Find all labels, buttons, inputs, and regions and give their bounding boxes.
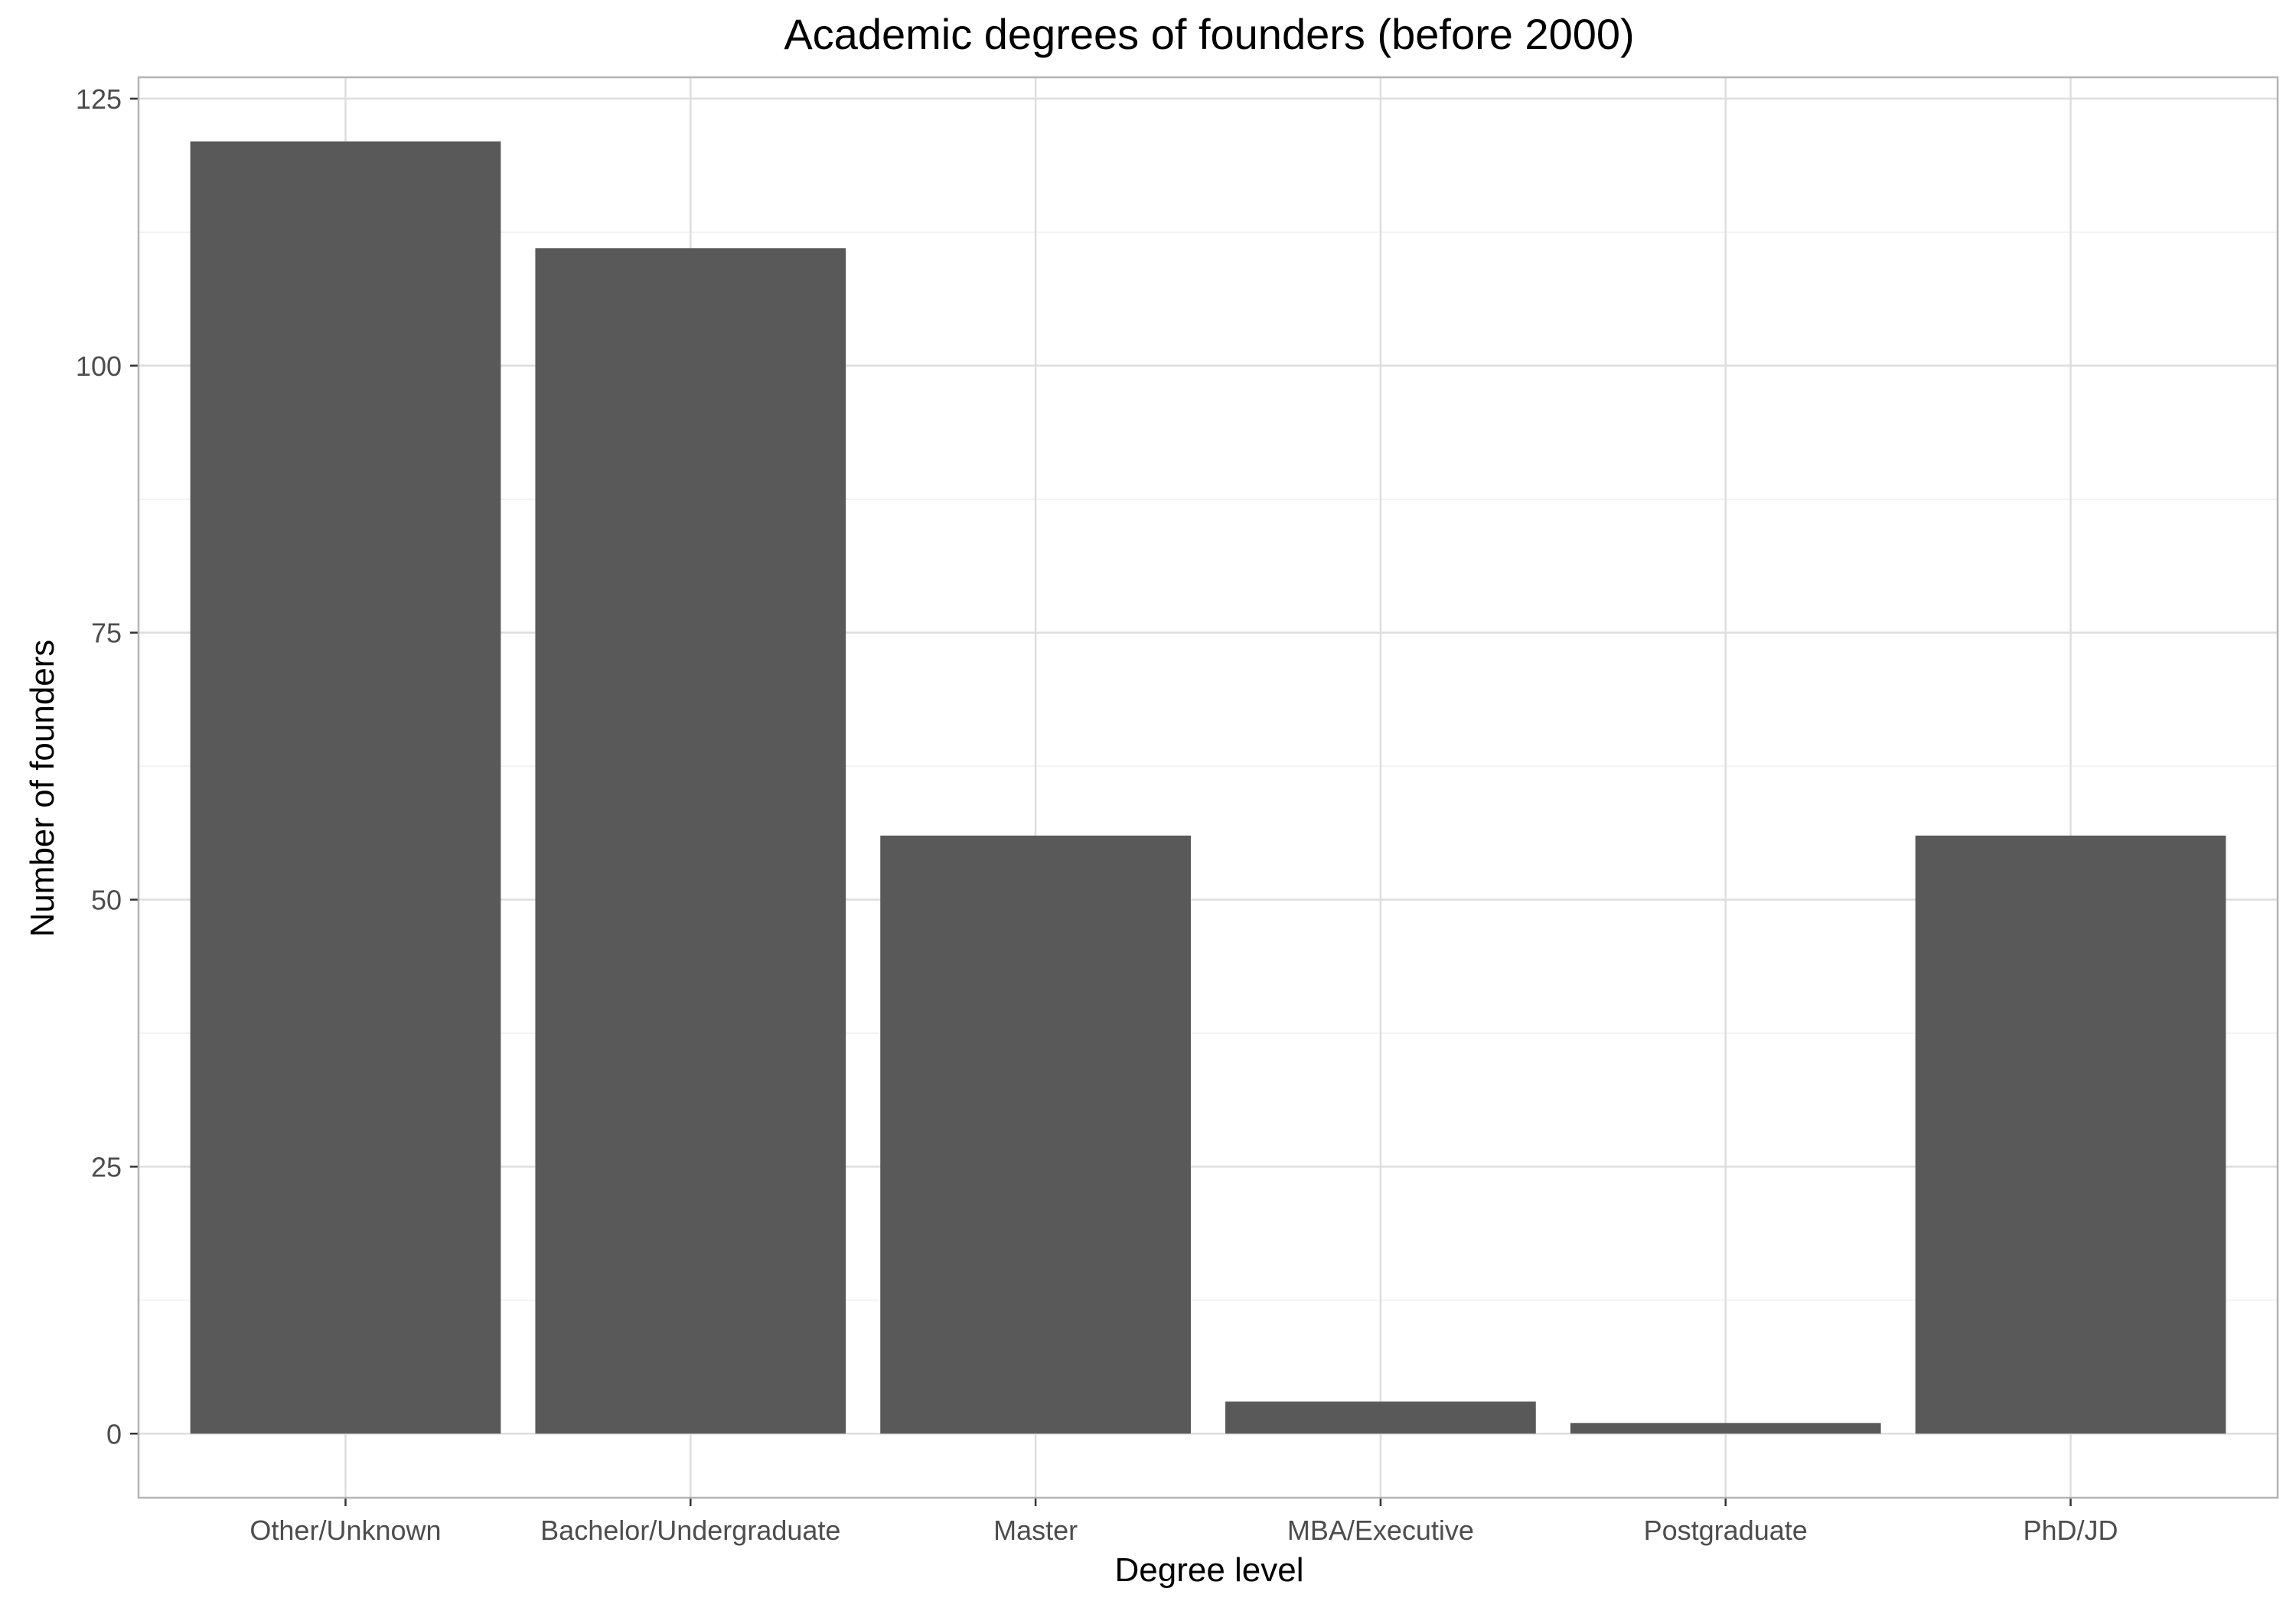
bar-bachelor-undergraduate [535, 248, 846, 1434]
bar-postgraduate [1570, 1423, 1881, 1434]
y-tick-label: 50 [91, 885, 122, 916]
x-tick-label: Bachelor/Undergraduate [540, 1515, 840, 1546]
x-tick-label: Other/Unknown [249, 1515, 441, 1546]
chart-title: Academic degrees of founders (before 200… [784, 10, 1634, 58]
x-axis-title: Degree level [1114, 1551, 1303, 1589]
x-tick-label: Master [993, 1515, 1078, 1546]
y-tick-label: 100 [76, 351, 122, 382]
y-axis-title: Number of founders [24, 640, 61, 938]
y-tick-label: 25 [91, 1151, 122, 1182]
panel-border-rect [137, 76, 2279, 1499]
bar-mba-executive [1225, 1401, 1536, 1434]
y-tick-label: 0 [106, 1418, 122, 1450]
y-tick-label: 75 [91, 618, 122, 649]
panel-border [137, 76, 2279, 1499]
y-axis-ticks: 0 25 50 75 100 125 [76, 83, 139, 1450]
bars [190, 141, 2226, 1434]
x-tick-label: Postgraduate [1644, 1515, 1808, 1546]
x-tick-label: PhD/JD [2024, 1515, 2118, 1546]
y-tick-label: 125 [76, 83, 122, 115]
x-tick-label: MBA/Executive [1287, 1515, 1474, 1546]
bar-master [880, 835, 1191, 1434]
bar-other-unknown [190, 141, 501, 1434]
x-axis-ticks: Other/Unknown Bachelor/Undergraduate Maste… [249, 1498, 2118, 1546]
bar-phd-jd [1915, 835, 2226, 1434]
